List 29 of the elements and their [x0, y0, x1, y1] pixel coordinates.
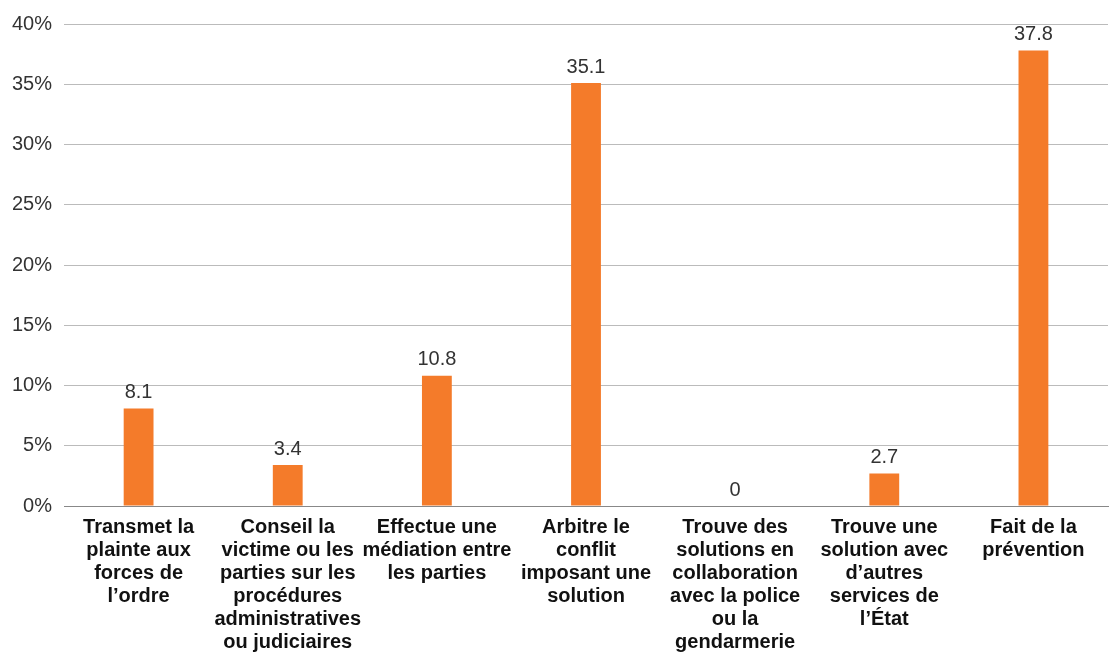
y-tick-label: 15%	[12, 312, 53, 335]
x-tick-label: Conseil la victime ou les parties sur les procédures administratives ou judiciaires	[214, 515, 362, 653]
x-tick-label: Trouve des solutions en collaboration avec la police ou la gendarmerie	[670, 515, 801, 653]
y-tick-label: 0%	[23, 493, 53, 516]
data-label: 37.8	[1013, 22, 1053, 45]
data-label: 3.4	[273, 436, 302, 459]
x-tick-label: Fait de la prévention	[982, 515, 1085, 561]
bar	[1018, 50, 1049, 506]
x-tick-label: Trouve une solution avec d’autres services de l’État	[820, 515, 949, 630]
x-tick-label: Effectue une médiation entre les parties	[362, 515, 512, 584]
x-tick-label: Arbitre le conflit imposant une solution	[521, 515, 652, 607]
y-tick-label: 40%	[12, 11, 53, 34]
bar	[123, 408, 154, 506]
data-label: 10.8	[417, 347, 457, 370]
y-tick-label: 20%	[12, 252, 53, 275]
data-label: 8.1	[124, 379, 153, 402]
y-tick-label: 25%	[12, 192, 53, 215]
bar	[421, 375, 452, 506]
y-tick-label: 10%	[12, 373, 53, 396]
data-label: 2.7	[870, 444, 899, 467]
bar	[272, 465, 303, 506]
x-tick-label: Transmet la plainte aux forces de l’ordre	[83, 515, 196, 607]
data-label: 35.1	[566, 54, 606, 77]
bar	[869, 473, 900, 506]
data-label: 0	[729, 477, 741, 500]
y-tick-label: 35%	[12, 71, 53, 94]
y-tick-label: 30%	[12, 132, 53, 155]
y-tick-label: 5%	[23, 433, 53, 456]
bar	[571, 83, 601, 506]
